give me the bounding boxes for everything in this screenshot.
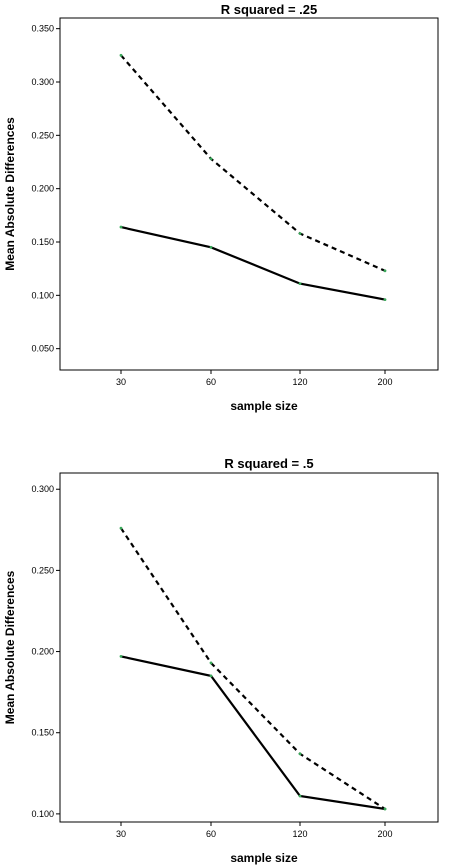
y-tick-label: 0.300 (31, 484, 54, 494)
data-point-solid (383, 298, 387, 301)
data-point-solid (209, 674, 213, 678)
x-tick-label: 200 (377, 829, 392, 839)
data-point-solid (298, 794, 302, 798)
x-tick-label: 60 (206, 829, 216, 839)
y-tick-label: 0.050 (31, 344, 54, 354)
y-tick-label: 0.250 (31, 565, 54, 575)
data-point-solid (383, 807, 387, 811)
data-point-solid (298, 282, 302, 285)
chart-title: R squared = .5 (224, 456, 313, 471)
y-axis-label: Mean Absolute Differences (3, 570, 17, 724)
y-tick-label: 0.100 (31, 809, 54, 819)
y-tick-label: 0.100 (31, 290, 54, 300)
x-tick-label: 200 (377, 377, 392, 387)
x-tick-label: 120 (292, 377, 307, 387)
x-tick-label: 60 (206, 377, 216, 387)
y-tick-label: 0.200 (31, 647, 54, 657)
data-point-dashed (209, 661, 213, 665)
data-point-dashed (119, 526, 123, 530)
chart-panel-1: R squared = .25 0.050 0.100 0.150 0.200 0.250… (3, 2, 439, 413)
x-axis-label: sample size (230, 851, 298, 865)
y-tick-label: 0.350 (31, 24, 54, 34)
series-line-solid (120, 655, 386, 811)
y-tick-label: 0.250 (31, 130, 54, 140)
y-tick-label: 0.150 (31, 237, 54, 247)
chart-title: R squared = .25 (221, 2, 317, 17)
x-tick-label: 120 (292, 829, 307, 839)
chart-panel-2: R squared = .5 0.100 0.150 0.200 0.250 0.300 3… (3, 456, 439, 865)
x-tick-label: 30 (116, 829, 126, 839)
plot-frame (59, 472, 439, 823)
plot-frame (59, 17, 439, 371)
data-point-dashed (383, 269, 387, 273)
data-point-solid (119, 655, 123, 658)
y-tick-label: 0.300 (31, 77, 54, 87)
data-point-dashed (298, 232, 302, 235)
series-line-dashed (120, 527, 386, 810)
series-line-dashed (120, 54, 386, 272)
x-tick-label: 30 (116, 377, 126, 387)
data-point-dashed (119, 53, 123, 57)
series-line-solid (120, 226, 386, 301)
data-point-solid (209, 245, 213, 249)
y-tick-label: 0.200 (31, 184, 54, 194)
y-axis-label: Mean Absolute Differences (3, 117, 17, 271)
data-point-dashed (209, 157, 213, 161)
data-point-solid (119, 225, 123, 229)
x-axis-label: sample size (230, 399, 298, 413)
data-point-dashed (298, 752, 302, 756)
y-tick-label: 0.150 (31, 728, 54, 738)
